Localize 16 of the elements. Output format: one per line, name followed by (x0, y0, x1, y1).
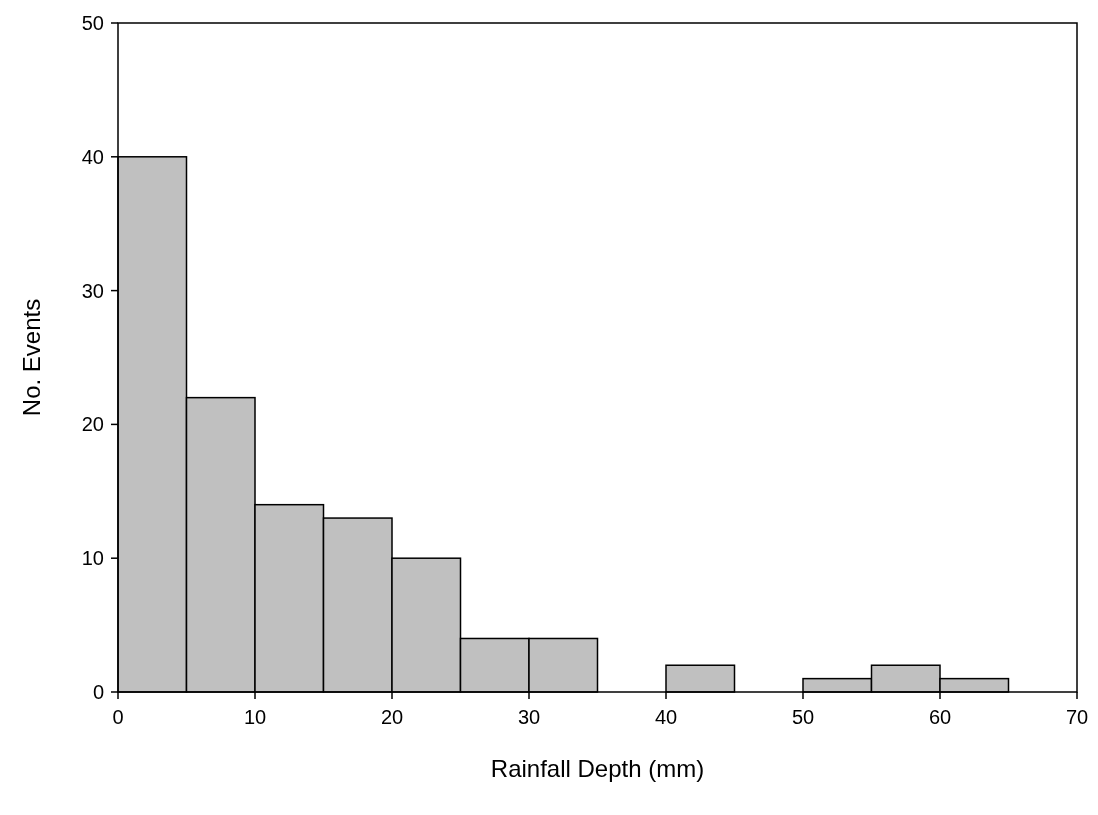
x-tick-label: 70 (1065, 706, 1089, 728)
y-tick-label: 0 (92, 681, 104, 703)
x-axis-title: Rainfall Depth (mm) (490, 755, 705, 782)
x-tick-label: 10 (243, 706, 267, 728)
x-tick-label: 30 (517, 706, 541, 728)
y-tick-label: 10 (81, 547, 104, 570)
y-tick-label: 50 (81, 12, 104, 34)
x-tick-label: 0 (112, 706, 124, 728)
x-tick-label: 40 (654, 706, 678, 728)
x-tick-label: 60 (928, 706, 952, 728)
x-tick-label: 20 (380, 706, 404, 728)
x-tick-label: 50 (791, 706, 815, 728)
y-axis-title: No. Events (18, 298, 45, 417)
y-tick-label: 30 (81, 279, 104, 302)
y-tick-label: 20 (81, 413, 104, 436)
y-tick-label: 40 (81, 145, 104, 168)
